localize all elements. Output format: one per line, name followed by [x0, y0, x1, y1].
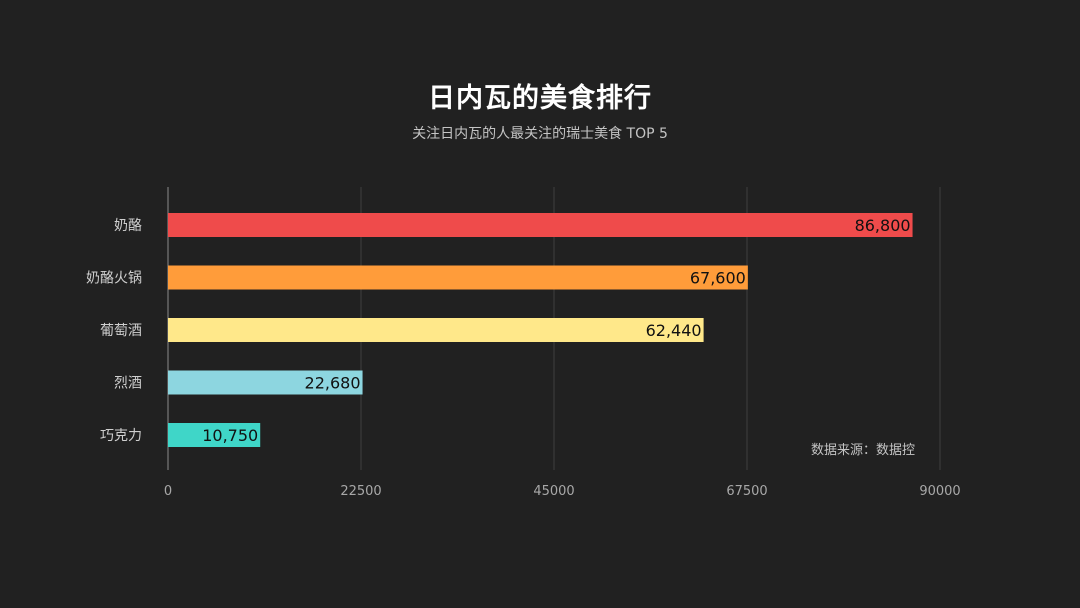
x-tick-label: 45000: [533, 484, 574, 499]
bar: [168, 318, 704, 342]
bar-value-label: 62,440: [646, 321, 702, 340]
data-source: 数据来源：数据控: [811, 439, 915, 458]
category-label: 巧克力: [100, 428, 142, 444]
category-label: 烈酒: [114, 376, 142, 392]
bar-value-label: 10,750: [202, 426, 258, 445]
chart-title: 日内瓦的美食排行: [428, 83, 652, 114]
bar-value-label: 67,600: [690, 269, 746, 288]
x-tick-label: 0: [164, 484, 172, 499]
data-source-label: 数据来源：: [810, 443, 876, 458]
x-tick-label: 22500: [340, 484, 381, 499]
x-tick-label: 90000: [919, 484, 960, 499]
bar: [168, 265, 748, 290]
data-source-value: 数据控: [875, 443, 915, 458]
category-label: 葡萄酒: [100, 323, 142, 339]
category-label: 奶酪: [114, 218, 142, 234]
bar: [168, 423, 261, 447]
category-label: 奶酪火锅: [86, 271, 142, 287]
chart-subtitle: 关注日内瓦的人最关注的瑞士美食 TOP 5: [412, 126, 668, 142]
bar: [168, 213, 913, 237]
bar-value-label: 86,800: [855, 216, 911, 235]
bar: [168, 370, 363, 395]
x-tick-label: 67500: [726, 484, 767, 499]
bar-value-label: 22,680: [305, 374, 361, 393]
